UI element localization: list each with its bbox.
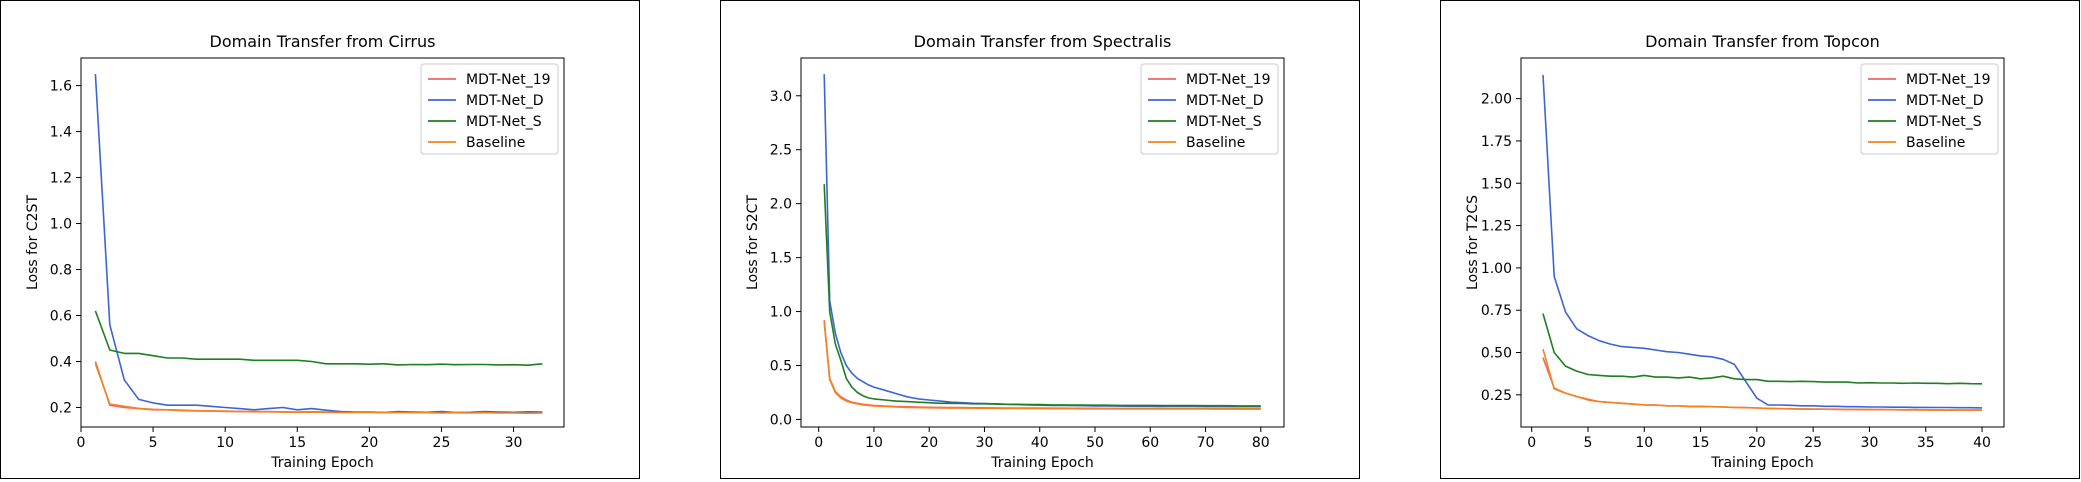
y-tick-label: 0.2 (50, 400, 72, 416)
y-tick-label: 1.75 (1481, 134, 1512, 150)
legend-box (420, 63, 559, 155)
x-tick-label: 40 (1973, 435, 1991, 451)
y-tick-label: 1.0 (50, 217, 72, 233)
series-line-baseline (94, 363, 543, 415)
x-tick-label: 80 (1252, 435, 1270, 451)
x-tick-label: 30 (976, 435, 994, 451)
y-axis-label: Loss for T2CS (1465, 195, 1481, 290)
x-tick-label: 0 (814, 435, 823, 451)
plot-area-frame (1520, 57, 2005, 428)
series-line-mdt-net-s (1542, 313, 1983, 385)
x-axis-label: Training Epoch (990, 455, 1094, 471)
x-tick-label: 30 (505, 435, 523, 451)
chart-panel-spectralis: Domain Transfer from Spectralis 0 10 20 30 40… (720, 0, 1360, 479)
chart-title: Domain Transfer from Cirrus (210, 32, 436, 51)
x-tick-label: 20 (360, 435, 378, 451)
x-tick-label: 60 (1141, 435, 1159, 451)
x-tick-label: 0 (77, 435, 86, 451)
chart-svg-spectralis: Domain Transfer from Spectralis 0 10 20 30 40… (745, 32, 1285, 471)
x-tick-label: 20 (1748, 435, 1766, 451)
y-tick-label: 0.75 (1481, 303, 1512, 319)
legend-label: MDT-Net_19 (466, 72, 551, 88)
y-tick-label: 1.0 (770, 305, 792, 321)
chart-title: Domain Transfer from Spectralis (914, 32, 1172, 51)
chart-panel-cirrus: Domain Transfer from Cirrus 0 5 10 15 20 25 30 0… (0, 0, 640, 479)
series-line-baseline (1542, 348, 1982, 411)
series-line-mdt-net-s (94, 310, 543, 367)
y-tick-label: 0.0 (770, 412, 792, 428)
x-tick-label: 0 (1527, 435, 1536, 451)
x-tick-label: 35 (1917, 435, 1935, 451)
x-tick-label: 20 (920, 435, 938, 451)
legend-label: MDT-Net_S (1186, 114, 1262, 130)
legend-label: MDT-Net_D (1186, 93, 1264, 109)
y-axis-label: Loss for C2ST (25, 195, 41, 290)
legend-label: MDT-Net_D (1906, 93, 1984, 109)
y-tick-label: 0.25 (1481, 388, 1512, 404)
plot-area-frame (800, 57, 1285, 428)
chart-panel-topcon: Domain Transfer from Topcon 0 5 10 15 20 25 30 3… (1440, 0, 2080, 479)
x-tick-label: 70 (1197, 435, 1215, 451)
legend-label: MDT-Net_S (1906, 114, 1982, 130)
x-tick-label: 25 (433, 435, 451, 451)
y-axis-label: Loss for S2CT (745, 195, 761, 290)
y-tick-label: 0.4 (50, 354, 72, 370)
series-line-mdt-net-s (823, 184, 1261, 407)
y-tick-label: 0.50 (1481, 346, 1512, 362)
legend-box (1860, 63, 1999, 155)
x-tick-label: 25 (1804, 435, 1822, 451)
legend-label: MDT-Net_S (466, 114, 542, 130)
legend-label: Baseline (466, 135, 525, 151)
x-tick-label: 10 (865, 435, 883, 451)
y-tick-label: 3.0 (770, 89, 792, 105)
x-tick-label: 40 (1031, 435, 1049, 451)
x-tick-label: 50 (1086, 435, 1104, 451)
x-tick-label: 5 (149, 435, 158, 451)
x-tick-label: 30 (1861, 435, 1879, 451)
y-tick-label: 1.5 (770, 251, 792, 267)
chart-svg-cirrus: Domain Transfer from Cirrus 0 5 10 15 20 25 30 0… (25, 32, 565, 471)
y-tick-label: 1.6 (50, 79, 72, 95)
x-axis-label: Training Epoch (1710, 455, 1814, 471)
y-tick-label: 0.6 (50, 308, 72, 324)
x-tick-label: 15 (1692, 435, 1710, 451)
y-tick-label: 1.00 (1481, 261, 1512, 277)
x-axis-label: Training Epoch (270, 455, 374, 471)
legend-label: MDT-Net_D (466, 93, 544, 109)
y-tick-label: 2.0 (770, 197, 792, 213)
y-tick-label: 1.25 (1481, 219, 1512, 235)
y-tick-label: 1.50 (1481, 176, 1512, 192)
y-tick-label: 1.4 (50, 125, 72, 141)
x-tick-label: 5 (1584, 435, 1593, 451)
series-line-mdt-net-d (1542, 74, 1983, 409)
series-line-mdt-net-19 (94, 361, 543, 414)
legend-label: Baseline (1186, 135, 1245, 151)
chart-svg-topcon: Domain Transfer from Topcon 0 5 10 15 20 25 30 3… (1465, 32, 2005, 471)
x-tick-label: 15 (288, 435, 306, 451)
legend-label: Baseline (1906, 135, 1965, 151)
y-tick-label: 0.8 (50, 263, 72, 279)
series-line-mdt-net-19 (823, 320, 1261, 410)
chart-title: Domain Transfer from Topcon (1645, 32, 1880, 51)
legend-label: MDT-Net_19 (1186, 72, 1271, 88)
y-tick-label: 2.00 (1481, 92, 1512, 108)
y-tick-label: 0.5 (770, 359, 792, 375)
y-tick-label: 2.5 (770, 143, 792, 159)
legend-box (1140, 63, 1279, 155)
plot-area-frame (80, 57, 565, 428)
legend-label: MDT-Net_19 (1906, 72, 1991, 88)
y-tick-label: 1.2 (50, 171, 72, 187)
x-tick-label: 10 (1635, 435, 1653, 451)
series-line-baseline (823, 322, 1261, 410)
x-tick-label: 10 (216, 435, 234, 451)
